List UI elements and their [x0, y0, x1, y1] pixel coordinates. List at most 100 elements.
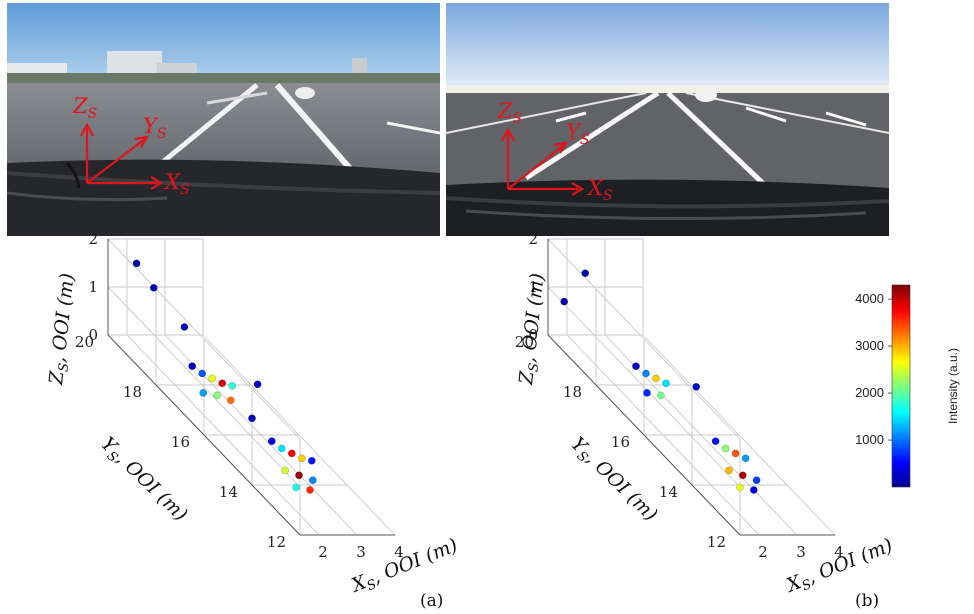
scatter-point	[736, 483, 744, 492]
scatter-point	[226, 396, 235, 405]
colorbar-tick-label: 1000	[855, 432, 884, 447]
scatter-point	[292, 483, 301, 492]
scatter-point	[248, 414, 256, 423]
scatter-point	[741, 454, 750, 463]
svg-text:ZS: ZS	[72, 94, 97, 122]
grid-line	[107, 286, 301, 488]
axis-edge	[107, 334, 301, 536]
x-tick-label: 4	[394, 543, 404, 561]
colorbar-label: Intensity (a.u.)	[946, 348, 960, 424]
grid-line	[566, 334, 760, 536]
scatter-point	[560, 297, 569, 306]
photo-road-simulated: ZS YS XS	[446, 3, 889, 236]
z-axis-label: ZS, OOI (m)	[515, 272, 552, 387]
frame-label-z: Z	[72, 94, 88, 118]
y-tick-label: 14	[659, 483, 678, 501]
photo-road-real: ZS YS XS	[7, 3, 440, 236]
coordinate-frame-b	[501, 127, 585, 196]
scatter-point	[199, 389, 208, 397]
scatter-point	[642, 369, 650, 378]
colorbar	[891, 284, 911, 488]
grid-line	[202, 334, 396, 536]
panel-caption-b: (b)	[855, 591, 879, 611]
y-tick-label: 12	[707, 533, 726, 551]
grid-line	[547, 286, 741, 488]
scatter-point	[208, 374, 217, 383]
axes-frame	[547, 238, 836, 536]
y-tick-label: 18	[123, 383, 142, 401]
scatter-point	[738, 471, 747, 480]
scatter-point	[308, 476, 317, 485]
scatter-point	[149, 283, 158, 292]
scatter-point	[721, 444, 730, 453]
axis-edge	[547, 334, 741, 536]
x-tick-label: 4	[834, 543, 844, 561]
svg-text:YS: YS	[143, 114, 166, 142]
colorbar-ticks: 1000 2000 3000 4000	[855, 291, 892, 447]
z-tick-label: 2	[88, 230, 98, 248]
axes-frame	[107, 238, 396, 536]
scatter-point	[267, 437, 276, 446]
grid-line	[642, 334, 836, 536]
frame-label-x: X	[586, 176, 604, 200]
grid-line	[164, 334, 358, 536]
scatter-plot-b: 2 3 4 12 14 16 18 20 0 1 2 ZS, OOI (m) YS, OOI (m)…	[470, 230, 970, 614]
scatter-point	[281, 466, 290, 475]
scatter-point	[188, 362, 197, 371]
scatter-point	[656, 391, 665, 400]
scatter-point	[632, 362, 640, 371]
svg-text:XS: XS	[163, 170, 190, 198]
scatter-point	[277, 444, 286, 453]
scatter-point	[652, 374, 660, 383]
scatter-point	[228, 381, 237, 390]
frame-label-z: Z	[497, 99, 513, 123]
grid-line	[126, 334, 320, 536]
scatter-point	[198, 369, 207, 378]
scatter-point	[180, 323, 189, 331]
scatter-plot-a: 2 3 4 12 14 16 18 20 0 1 2 ZS, OOI (m) YS, OOI (m)…	[0, 230, 470, 614]
z-axis-label: ZS, OOI (m)	[45, 272, 82, 387]
x-tick-label: 3	[356, 543, 366, 561]
frame-label-y: Y	[143, 114, 159, 138]
y-tick-label: 20	[75, 333, 94, 351]
z-tick-label: 1	[528, 278, 538, 296]
scatter-point	[662, 379, 670, 388]
scatter-point	[218, 379, 227, 388]
scatter-point	[132, 259, 141, 268]
colorbar-tick-label: 3000	[855, 338, 884, 353]
scatter-point	[295, 471, 303, 480]
scatter-point	[643, 389, 651, 397]
svg-text:YS: YS	[566, 120, 589, 148]
scatter-point	[213, 391, 221, 400]
coordinate-frame-a	[80, 122, 164, 190]
z-tick-label: 2	[528, 230, 538, 248]
scatter-point	[711, 437, 720, 446]
scatter-point	[307, 456, 316, 465]
z-tick-label: 1	[88, 278, 98, 296]
x-tick-label: 2	[758, 543, 768, 561]
y-tick-label: 16	[611, 433, 630, 451]
scatter-point	[287, 449, 296, 458]
y-tick-label: 16	[171, 433, 190, 451]
scatter-point	[752, 476, 761, 485]
scatter-point	[692, 382, 701, 391]
frame-label-y: Y	[566, 120, 582, 144]
scatter-points	[132, 259, 317, 494]
y-tick-label: 14	[219, 483, 238, 501]
scatter-point	[749, 486, 758, 494]
colorbar-tick-label: 4000	[855, 291, 884, 306]
scatter-points	[560, 269, 761, 494]
grid-line	[547, 238, 741, 440]
panel-caption-a: (a)	[420, 591, 443, 611]
y-tick-label: 12	[267, 533, 286, 551]
y-tick-label: 18	[563, 383, 582, 401]
svg-text:XS: XS	[586, 176, 613, 204]
colorbar-tick-label: 2000	[855, 385, 884, 400]
svg-text:ZS: ZS	[497, 99, 522, 127]
scatter-point	[581, 269, 590, 278]
scatter-point	[297, 454, 306, 463]
